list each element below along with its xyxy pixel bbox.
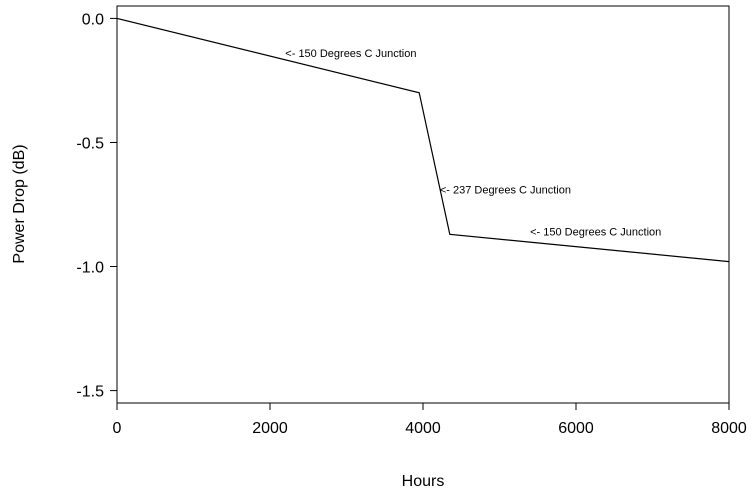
y-tick-label: -0.5 xyxy=(76,135,104,152)
x-tick-label: 0 xyxy=(113,420,122,437)
x-tick-label: 6000 xyxy=(558,420,594,437)
series-group xyxy=(116,17,730,263)
plot-frame xyxy=(116,5,730,404)
annotation-label: <- 150 Degrees C Junction xyxy=(285,48,416,60)
x-tick-label: 8000 xyxy=(711,420,747,437)
x-tick-label: 4000 xyxy=(405,420,441,437)
y-tick-label: -1.0 xyxy=(76,260,104,277)
y-tick-label: 0.0 xyxy=(82,11,104,28)
power-drop-line xyxy=(116,17,730,263)
annotations-group: <- 150 Degrees C Junction <- 237 Degrees … xyxy=(285,48,661,239)
y-axis-ticks: 0.0 -0.5 -1.0 -1.5 xyxy=(76,11,117,401)
x-axis-ticks: 0 2000 4000 6000 8000 xyxy=(113,403,747,437)
y-tick-label: -1.5 xyxy=(76,384,104,401)
x-tick-label: 2000 xyxy=(252,420,288,437)
x-axis-label: Hours xyxy=(402,473,445,490)
annotation-label: <- 237 Degrees C Junction xyxy=(440,184,571,196)
annotation-label: <- 150 Degrees C Junction xyxy=(530,227,661,239)
y-axis-label: Power Drop (dB) xyxy=(11,144,28,263)
